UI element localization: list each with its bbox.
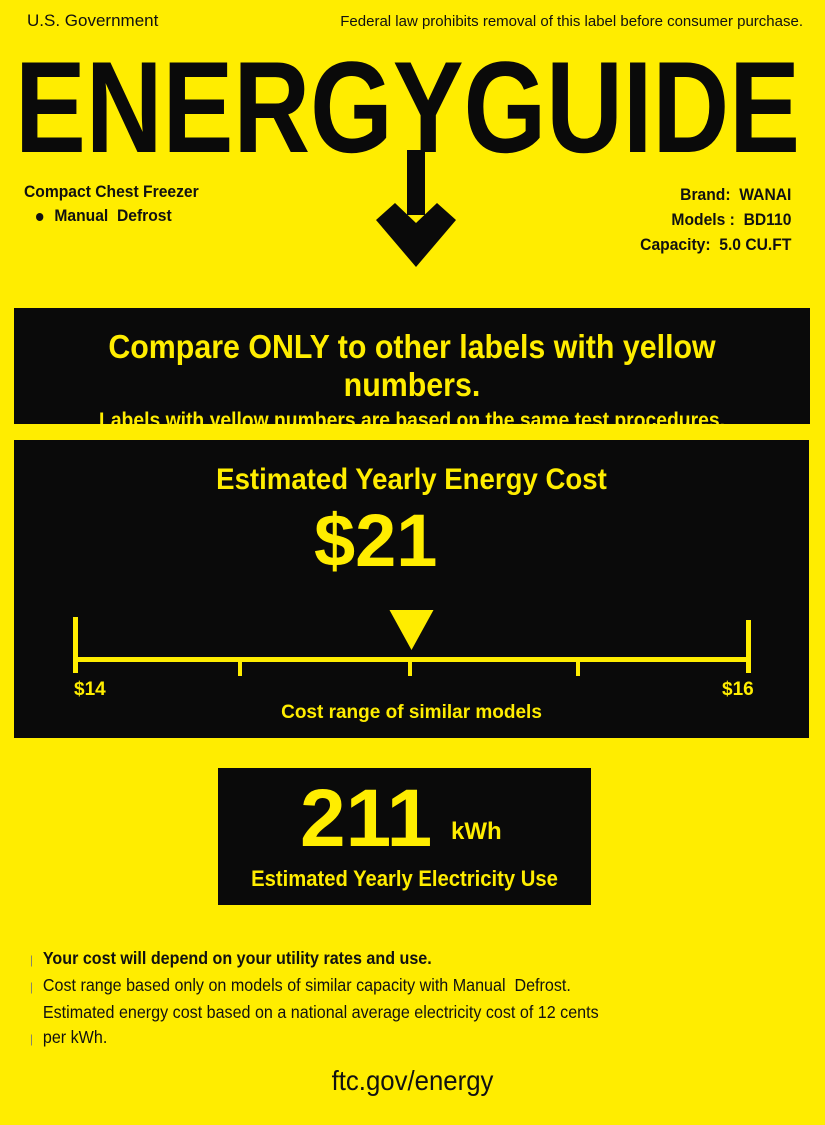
removal-notice: Federal law prohibits removal of this la…	[340, 13, 803, 30]
compare-headline: Compare ONLY to other labels with yellow…	[108, 328, 716, 403]
cost-range-scale	[73, 610, 751, 676]
cost-title: Estimated Yearly Energy Cost	[216, 463, 607, 496]
note: Estimated energy cost based on a nationa…	[42, 1002, 599, 1022]
bullet-icon	[36, 212, 44, 221]
bullet-icon: |	[30, 953, 33, 967]
scale-end-tick	[73, 617, 78, 673]
product-type: Compact Chest Freezer	[24, 182, 199, 201]
scale-end-tick	[746, 620, 751, 673]
model-value: BD110	[743, 210, 791, 229]
bullet-icon: |	[30, 1032, 33, 1046]
issuer-text: U.S. Government	[27, 11, 159, 30]
model-label: Models	[671, 210, 725, 229]
cost-value: $21	[314, 499, 438, 582]
capacity-value: 5.0 CU.FT	[718, 235, 791, 254]
range-min: $14	[74, 679, 106, 700]
scale-tick	[408, 658, 412, 676]
brand-value: WANAI	[738, 185, 791, 204]
compare-subline: Labels with yellow numbers are based on …	[99, 409, 725, 432]
kwh-label: Estimated Yearly Electricity Use	[251, 866, 558, 891]
note: per kWh.	[42, 1027, 108, 1047]
cost-marker-icon	[389, 610, 434, 650]
kwh-unit: kWh	[451, 818, 502, 845]
scale-tick	[238, 658, 242, 676]
notes: | Your cost will depend on your utility r…	[30, 946, 599, 1052]
range-label: Cost range of similar models	[281, 702, 542, 723]
compare-banner: Compare ONLY to other labels with yellow…	[14, 308, 810, 432]
kwh-value: 211	[300, 773, 433, 864]
capacity-label: Capacity	[639, 235, 705, 254]
product-feature: Manual Defrost	[36, 206, 172, 226]
specs: Brand: WANAI Models : BD110 Capacity: 5.…	[639, 185, 791, 254]
scale-tick	[576, 658, 580, 676]
down-arrow-icon	[376, 150, 456, 267]
note: Your cost will depend on your utility ra…	[42, 948, 432, 968]
ftc-link[interactable]: ftc.gov/energy	[331, 1065, 494, 1096]
energyguide-logo: ENERGYGUIDE	[15, 45, 800, 267]
range-max: $16	[722, 679, 754, 700]
electricity-panel: 211 kWh Estimated Yearly Electricity Use	[218, 768, 591, 905]
brand-label: Brand	[679, 185, 725, 204]
feature-text: Manual Defrost	[54, 206, 172, 225]
cost-panel: Estimated Yearly Energy Cost $21 $14 $16…	[14, 440, 809, 738]
bullet-icon: |	[30, 980, 33, 994]
note: Cost range based only on models of simil…	[42, 975, 571, 995]
